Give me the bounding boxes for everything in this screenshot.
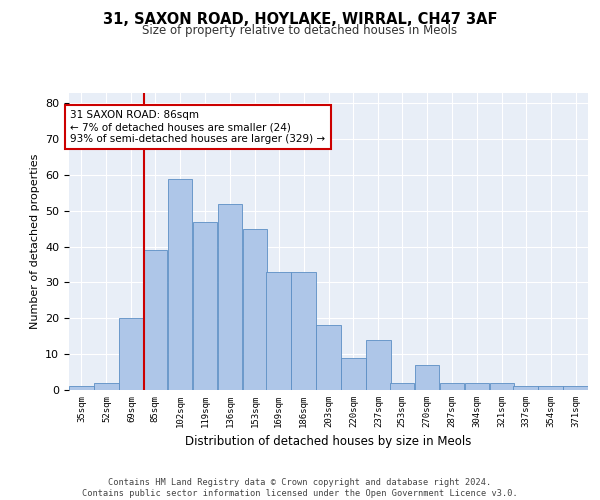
Bar xyxy=(218,204,242,390)
X-axis label: Distribution of detached houses by size in Meols: Distribution of detached houses by size … xyxy=(185,436,472,448)
Bar xyxy=(341,358,366,390)
Bar xyxy=(69,386,94,390)
Bar xyxy=(316,326,341,390)
Bar xyxy=(563,386,588,390)
Text: Size of property relative to detached houses in Meols: Size of property relative to detached ho… xyxy=(142,24,458,37)
Y-axis label: Number of detached properties: Number of detached properties xyxy=(29,154,40,329)
Bar xyxy=(538,386,563,390)
Bar xyxy=(415,365,439,390)
Bar xyxy=(266,272,291,390)
Bar xyxy=(193,222,217,390)
Bar xyxy=(242,228,268,390)
Text: Contains HM Land Registry data © Crown copyright and database right 2024.
Contai: Contains HM Land Registry data © Crown c… xyxy=(82,478,518,498)
Bar xyxy=(440,383,464,390)
Bar xyxy=(143,250,167,390)
Bar xyxy=(366,340,391,390)
Bar xyxy=(389,383,415,390)
Bar xyxy=(167,178,193,390)
Bar xyxy=(94,383,119,390)
Bar xyxy=(490,383,514,390)
Bar xyxy=(291,272,316,390)
Bar xyxy=(464,383,490,390)
Text: 31 SAXON ROAD: 86sqm
← 7% of detached houses are smaller (24)
93% of semi-detach: 31 SAXON ROAD: 86sqm ← 7% of detached ho… xyxy=(70,110,326,144)
Bar xyxy=(513,386,538,390)
Text: 31, SAXON ROAD, HOYLAKE, WIRRAL, CH47 3AF: 31, SAXON ROAD, HOYLAKE, WIRRAL, CH47 3A… xyxy=(103,12,497,28)
Bar xyxy=(119,318,144,390)
